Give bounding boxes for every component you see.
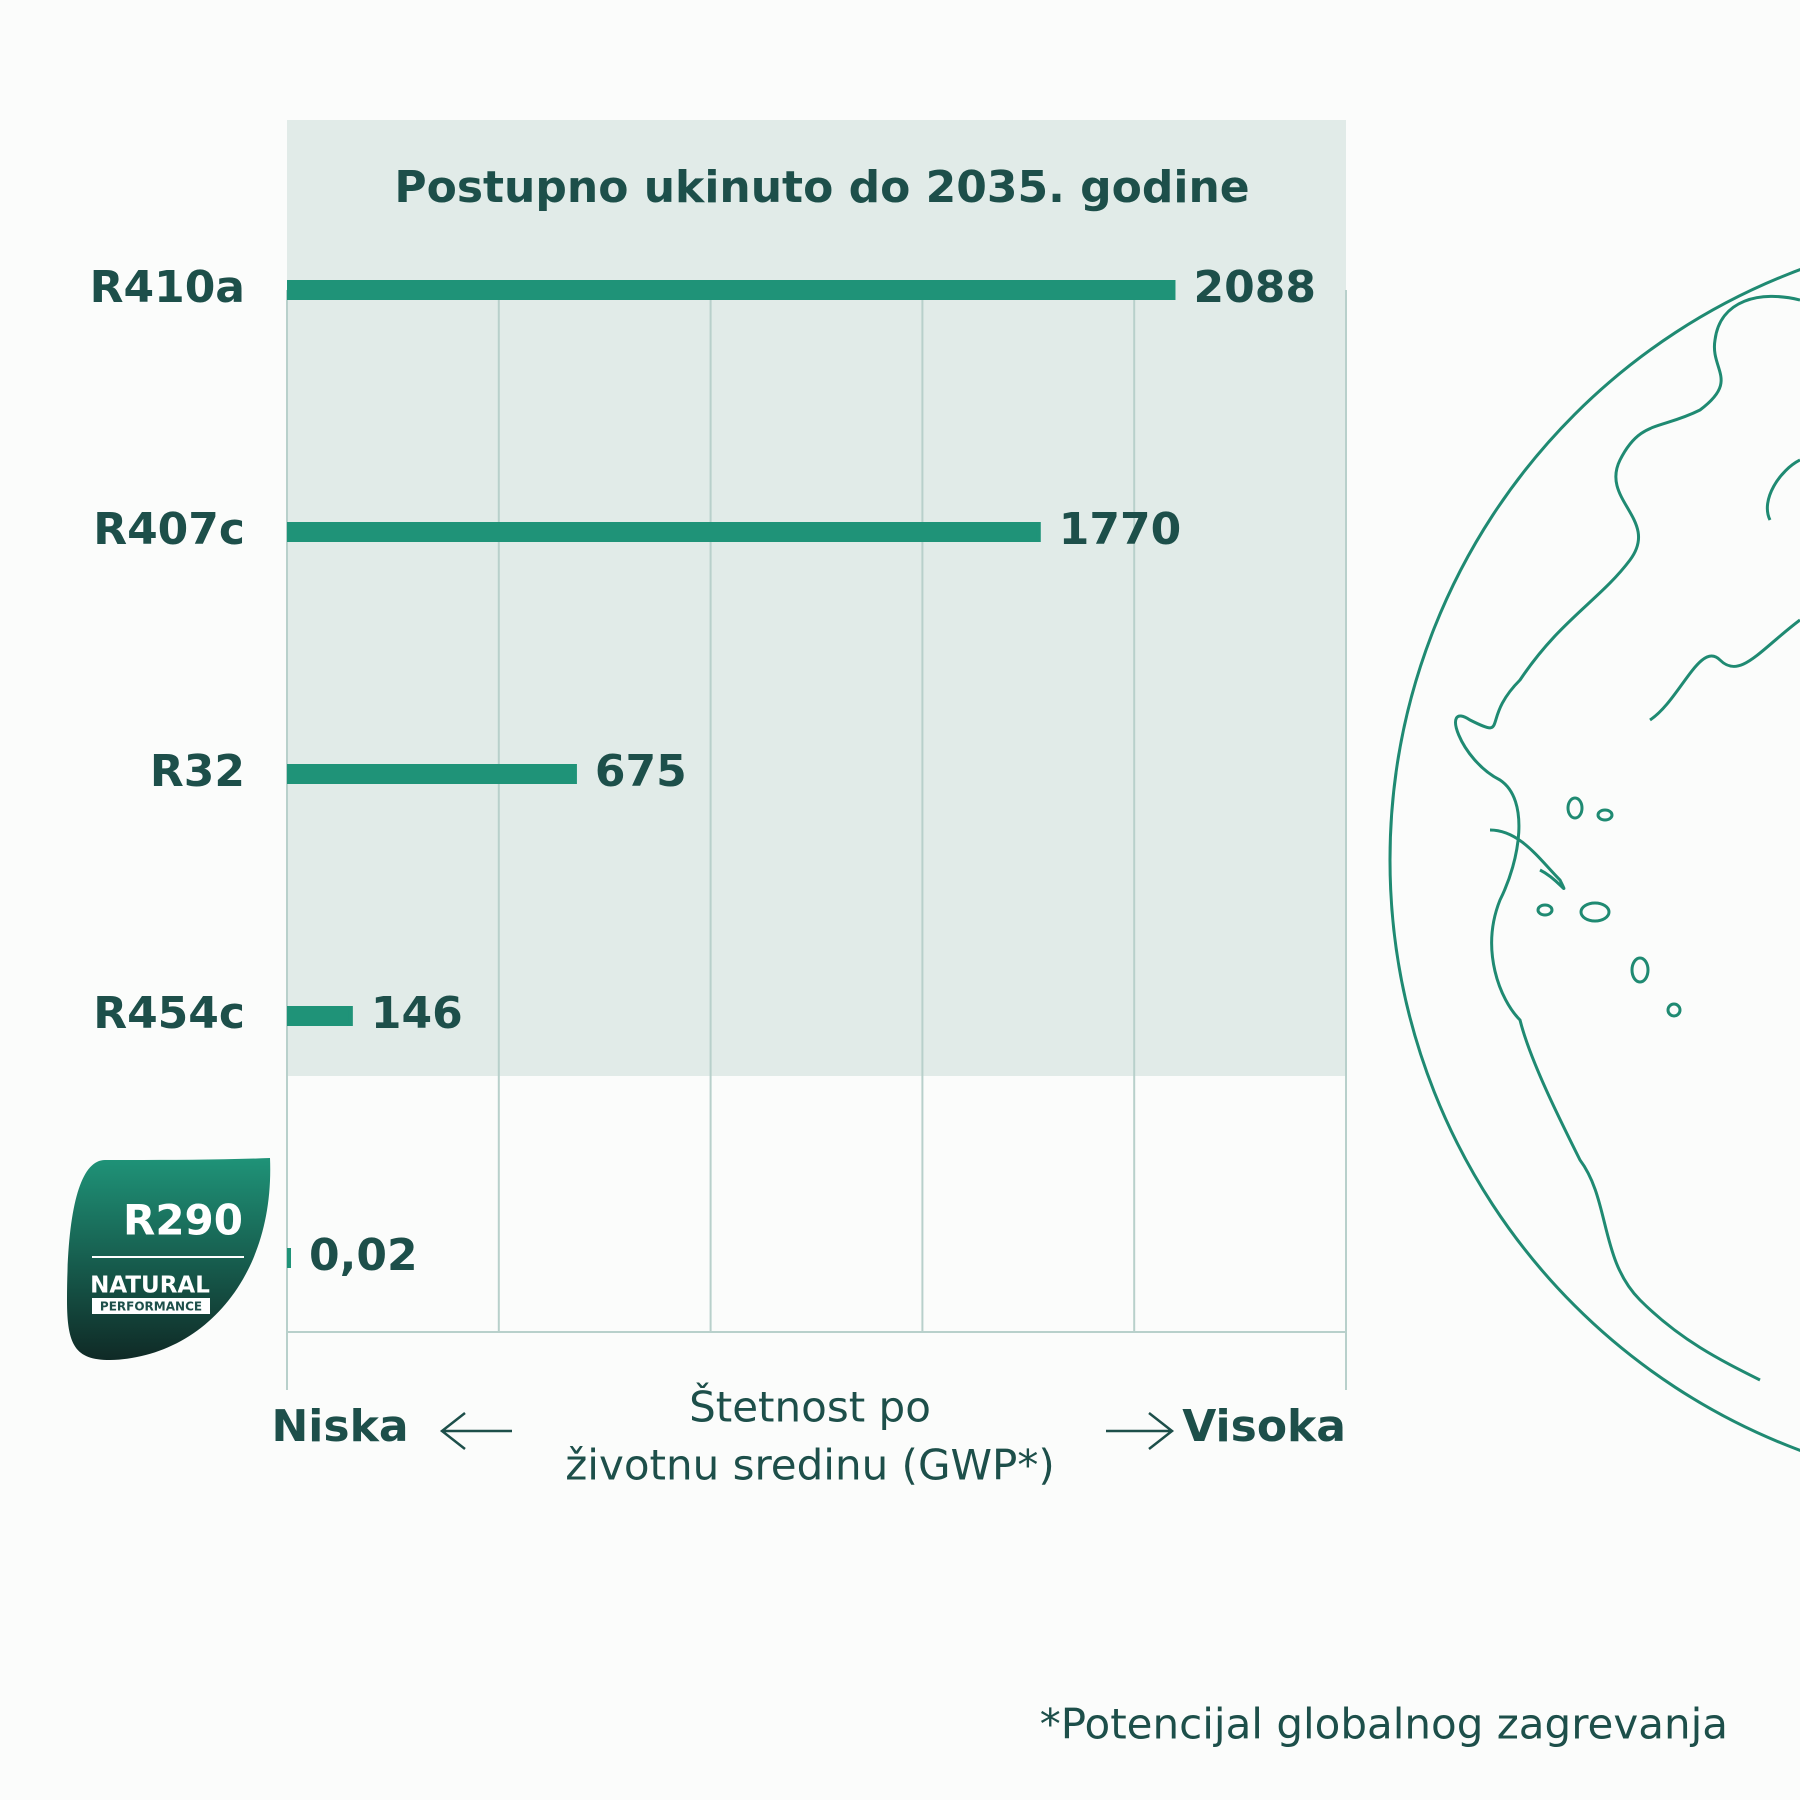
globe [1388,268,1800,1452]
arrow [439,1412,512,1450]
category-label: R454c [93,988,245,1039]
value-label: 675 [595,746,687,797]
low-label: Niska [271,1401,408,1452]
badge-text: PERFORMANCE [100,1300,202,1314]
value-label: 1770 [1059,504,1181,555]
axis-label: životnu sredinu (GWP*) [565,1441,1054,1490]
category-label: R407c [93,504,245,555]
value-label: 0,02 [309,1230,418,1281]
bar [287,764,577,784]
value-label: 2088 [1193,262,1315,313]
bar [287,1006,353,1026]
category-label: R410a [90,262,245,313]
chart-title: Postupno ukinuto do 2035. godine [394,162,1249,213]
badge-box [92,1298,210,1314]
footnote: *Potencijal globalnog zagrevanja [1040,1700,1728,1749]
badge [67,1158,271,1360]
bar [287,280,1176,300]
badge-text: NATURAL [90,1273,210,1299]
arrow [1106,1412,1175,1450]
axis-label: Štetnost po [689,1382,931,1432]
category-label: R290 [123,1196,243,1245]
high-label: Visoka [1182,1401,1346,1452]
category-label: R32 [150,746,245,797]
bar [287,522,1041,542]
value-label: 146 [371,988,463,1039]
shaded-region [287,120,1346,1076]
